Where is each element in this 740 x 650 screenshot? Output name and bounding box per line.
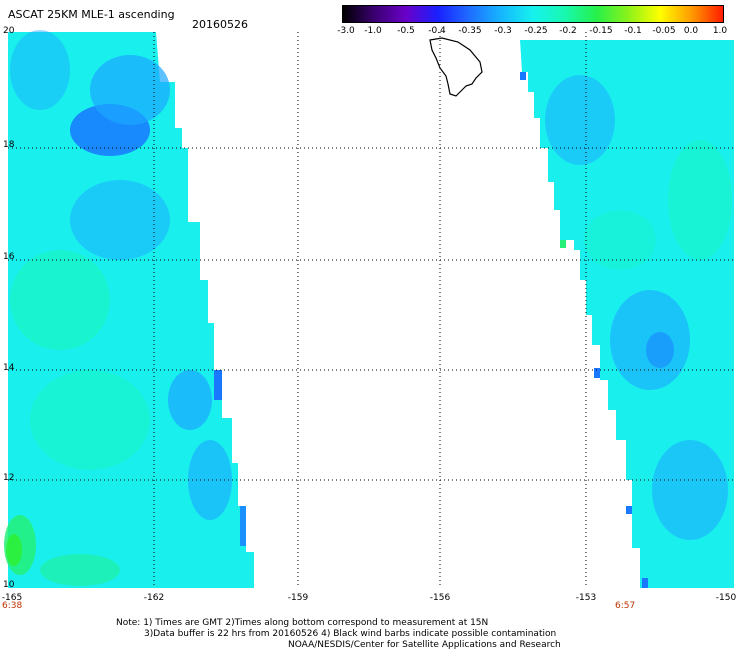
lon-label: -159 <box>287 593 309 603</box>
colorbar-tick: -0.4 <box>428 26 446 36</box>
colorbar-tick: -0.2 <box>559 26 577 36</box>
lat-label: 12 <box>3 473 15 483</box>
colorbar-tick: -0.5 <box>397 26 415 36</box>
colorbar-tick: 1.0 <box>712 26 728 36</box>
colorbar-tick: -0.25 <box>524 26 548 36</box>
date-label: 20160526 <box>192 18 248 31</box>
colorbar-tick: -1.0 <box>364 26 382 36</box>
note-line-1: Note: 1) Times are GMT 2)Times along bot… <box>116 618 489 628</box>
colorbar-tick: 0.0 <box>683 26 699 36</box>
colorbar-gradient <box>342 5 724 23</box>
colorbar-tick: -3.0 <box>337 26 355 36</box>
colorbar-tick: -0.3 <box>494 26 512 36</box>
colorbar-tick: -0.05 <box>652 26 676 36</box>
note-line-3: NOAA/NESDIS/Center for Satellite Applica… <box>288 640 561 650</box>
hawaii-island-outline <box>429 37 483 97</box>
note-line-2: 3)Data buffer is 22 hrs from 20160526 4)… <box>144 629 557 639</box>
lat-label: 14 <box>3 363 15 373</box>
lat-label: 20 <box>3 26 15 36</box>
lat-label: 10 <box>3 580 15 590</box>
lon-label: -150 <box>715 593 737 603</box>
lon-label: -162 <box>143 593 165 603</box>
time-left: 6:38 <box>2 601 23 611</box>
colorbar <box>342 5 724 23</box>
left-swath <box>4 30 254 588</box>
right-swath <box>520 40 734 588</box>
lat-label: 16 <box>3 252 15 262</box>
lon-label: -165 <box>1 593 23 603</box>
lon-label: -156 <box>429 593 451 603</box>
lat-label: 18 <box>3 140 15 150</box>
gridlines <box>8 32 734 588</box>
lon-label: -153 <box>575 593 597 603</box>
title: ASCAT 25KM MLE-1 ascending <box>8 8 175 21</box>
colorbar-tick: -0.15 <box>589 26 613 36</box>
time-right: 6:57 <box>615 601 636 611</box>
colorbar-tick: -0.1 <box>624 26 642 36</box>
colorbar-tick: -0.35 <box>458 26 482 36</box>
